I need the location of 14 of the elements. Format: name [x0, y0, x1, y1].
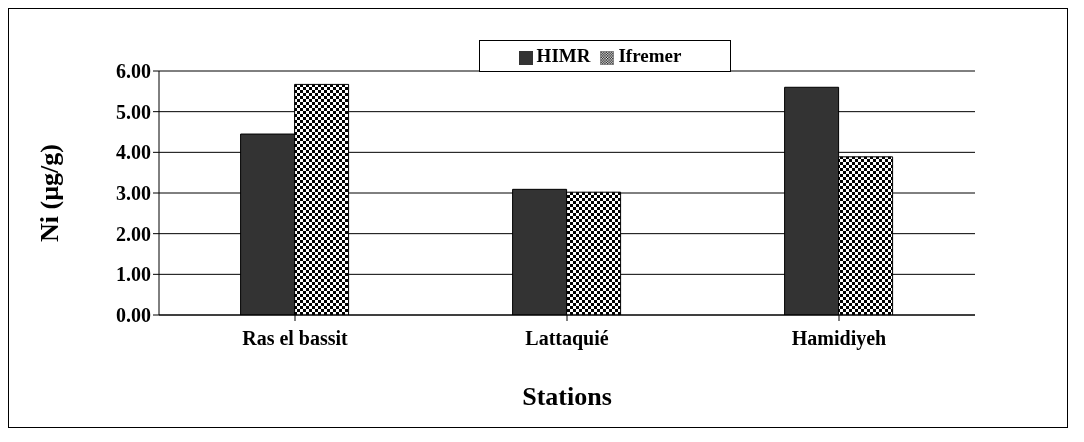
y-tick-label: 2.00 [116, 222, 151, 245]
y-tick-label: 6.00 [116, 60, 151, 83]
x-axis-title: Stations [522, 382, 612, 411]
y-tick-label: 5.00 [116, 100, 151, 123]
x-tick-label: Hamidiyeh [791, 327, 887, 351]
x-tick-label: Ras el bassit [242, 327, 349, 350]
y-axis-title: Ni (µg/g) [35, 143, 65, 243]
y-tick-label: 4.00 [116, 141, 151, 164]
y-tick-label: 0.00 [116, 304, 151, 327]
x-tick-label: Lattaquié [525, 327, 609, 351]
y-tick-label: 3.00 [116, 182, 151, 205]
y-tick-label: 1.00 [116, 263, 151, 286]
legend-label: Ifremer [618, 45, 682, 66]
legend-label: HIMR [536, 45, 591, 66]
